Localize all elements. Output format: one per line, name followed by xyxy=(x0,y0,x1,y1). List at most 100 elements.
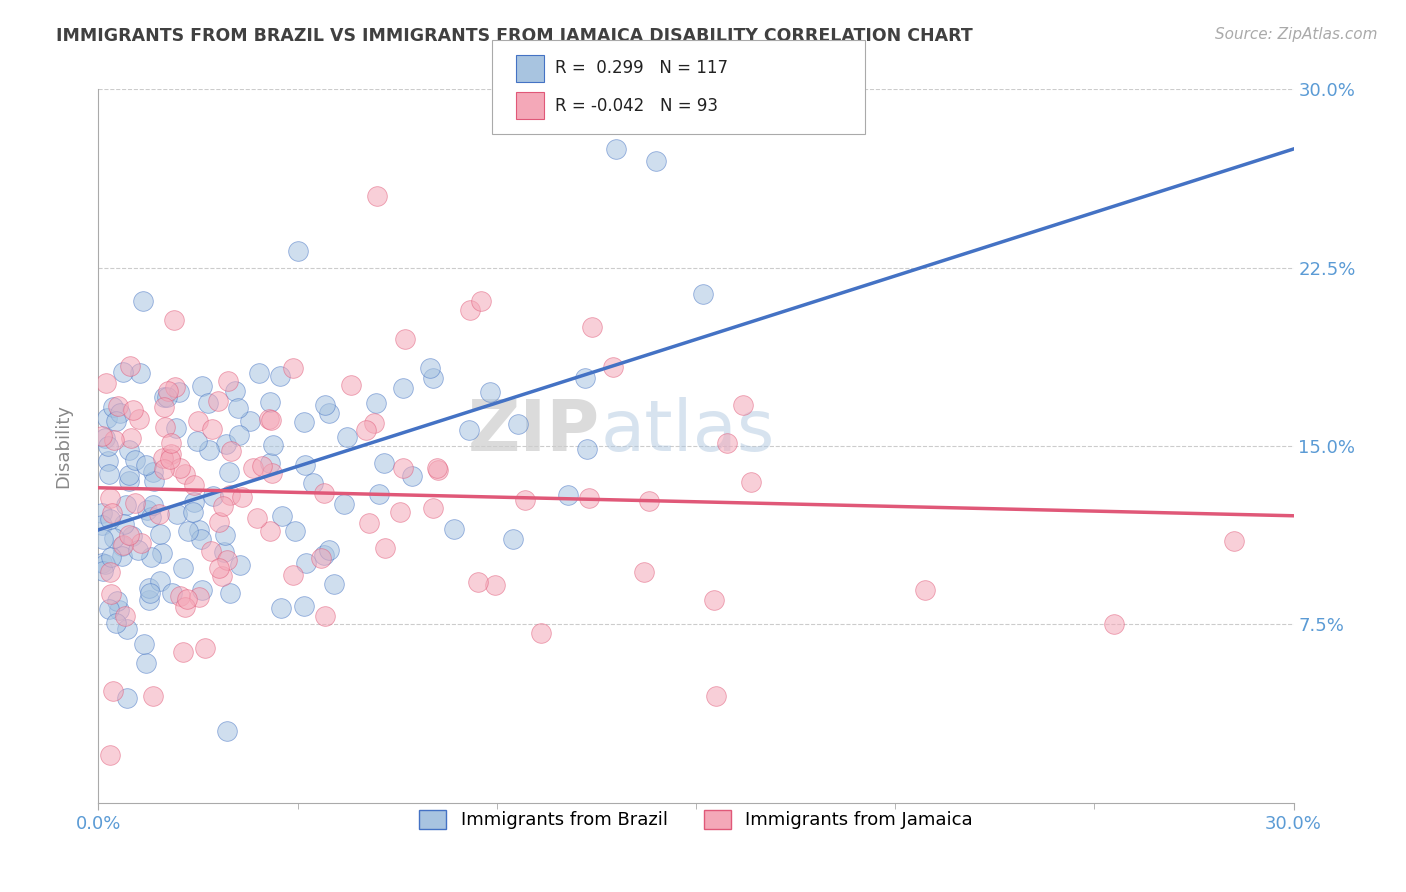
Point xyxy=(314,609,336,624)
Point xyxy=(318,406,340,420)
Point xyxy=(128,412,150,426)
Point xyxy=(108,603,131,617)
Point xyxy=(219,444,242,458)
Text: Source: ZipAtlas.com: Source: ZipAtlas.com xyxy=(1215,27,1378,42)
Point xyxy=(114,609,136,624)
Point xyxy=(578,491,600,506)
Point xyxy=(422,501,444,516)
Point xyxy=(575,442,598,457)
Point xyxy=(427,462,450,476)
Point xyxy=(149,526,172,541)
Point xyxy=(242,460,264,475)
Point xyxy=(502,533,524,547)
Point xyxy=(152,451,174,466)
Point xyxy=(101,400,124,414)
Point xyxy=(172,561,194,575)
Point xyxy=(105,594,128,608)
Point xyxy=(127,543,149,558)
Point xyxy=(107,399,129,413)
Point xyxy=(229,558,252,573)
Point xyxy=(508,417,530,431)
Point xyxy=(105,414,128,428)
Point xyxy=(153,401,176,415)
Point xyxy=(111,549,134,563)
Point xyxy=(183,495,205,509)
Point xyxy=(271,509,294,524)
Point xyxy=(118,442,141,457)
Point xyxy=(190,583,212,598)
Point xyxy=(103,433,125,447)
Point xyxy=(530,626,553,640)
Point xyxy=(207,560,229,574)
Point xyxy=(118,528,141,542)
Point xyxy=(163,312,186,326)
Point xyxy=(426,460,449,475)
Point xyxy=(149,574,172,588)
Point xyxy=(115,622,138,636)
Point xyxy=(98,491,121,505)
Point xyxy=(262,438,284,452)
Point xyxy=(645,153,668,168)
Point xyxy=(103,531,125,545)
Point xyxy=(96,410,118,425)
Point xyxy=(287,244,309,258)
Point xyxy=(94,431,117,445)
Point xyxy=(219,488,242,502)
Point xyxy=(98,565,121,579)
Point xyxy=(157,384,180,399)
Point xyxy=(190,532,212,546)
Point xyxy=(142,690,165,704)
Point xyxy=(104,616,127,631)
Text: R = -0.042   N = 93: R = -0.042 N = 93 xyxy=(555,96,718,114)
Point xyxy=(129,366,152,380)
Point xyxy=(602,360,624,375)
Point xyxy=(174,600,197,615)
Point xyxy=(704,689,727,703)
Point xyxy=(101,684,124,698)
Point xyxy=(91,517,114,532)
Point xyxy=(174,467,197,482)
Point xyxy=(194,640,217,655)
Point xyxy=(356,423,378,437)
Point xyxy=(218,465,240,479)
Point xyxy=(470,294,492,309)
Point xyxy=(295,557,318,571)
Point xyxy=(311,550,333,565)
Point xyxy=(1223,533,1246,548)
Point xyxy=(207,394,229,409)
Point xyxy=(115,690,138,705)
Point xyxy=(239,414,262,428)
Point xyxy=(91,556,114,570)
Point xyxy=(96,376,118,390)
Point xyxy=(260,413,283,427)
Point xyxy=(269,368,291,383)
Point xyxy=(211,568,233,582)
Point xyxy=(172,645,194,659)
Point xyxy=(212,499,235,513)
Point xyxy=(217,374,239,388)
Point xyxy=(118,467,141,482)
Point xyxy=(138,592,160,607)
Point xyxy=(169,461,191,475)
Point xyxy=(197,442,219,457)
Point xyxy=(176,592,198,607)
Point xyxy=(111,365,134,379)
Point xyxy=(121,529,143,543)
Point xyxy=(219,586,242,600)
Point xyxy=(139,586,162,600)
Point xyxy=(363,417,385,431)
Point xyxy=(733,398,755,412)
Point xyxy=(91,564,114,578)
Point xyxy=(323,576,346,591)
Point xyxy=(183,477,205,491)
Point xyxy=(134,636,156,650)
Point xyxy=(605,142,627,156)
Point xyxy=(200,544,222,558)
Point xyxy=(259,395,281,409)
Point xyxy=(101,506,124,520)
Point xyxy=(111,539,134,553)
Point xyxy=(250,459,273,474)
Point xyxy=(638,494,661,508)
Point xyxy=(914,583,936,598)
Point xyxy=(100,748,122,763)
